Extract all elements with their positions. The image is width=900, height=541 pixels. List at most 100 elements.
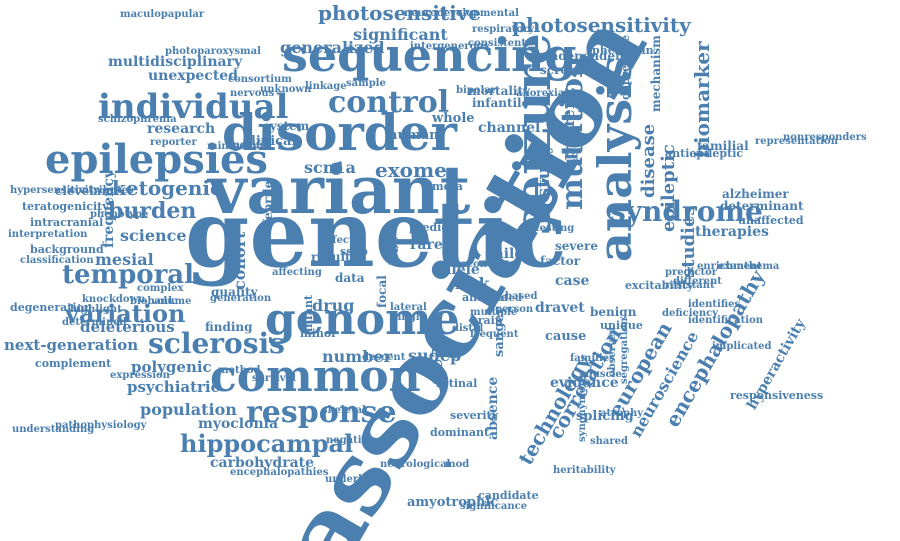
word-alzheimer: alzheimer [722,187,789,201]
word-excitability: excitability [625,279,694,292]
word-linkage: linkage [305,81,347,92]
word-resistant: resistant [665,280,715,291]
word-photosensitive: photosensitive [318,1,482,25]
word-population: population [140,400,237,419]
word-dominant: dominant [430,426,490,439]
word-synonymous: synonymous [577,373,588,442]
word-candidate: candidate [478,489,539,502]
word-phenotype: phenotype [90,209,149,220]
word-intergenerous: intergenerous [410,41,490,52]
word-affecting: affecting [272,267,322,278]
word-negative: negative [326,435,374,446]
word-underlying: underlying [325,474,386,485]
word-sample: sample [346,78,386,89]
word-survival: survival [252,373,296,384]
word-human: human [388,128,439,143]
word-implicated: implicated [712,341,772,352]
word-disease: disease [638,123,659,198]
word-severe: severe [555,239,598,253]
word-pathophysiology: pathophysiology [55,420,147,431]
word-carbohydrate: carbohydrate [210,455,315,471]
word-common: common [210,351,421,402]
word-responsiveness: responsiveness [730,389,824,402]
word-generalized: generalized [280,38,385,57]
word-significance: significance [460,501,528,512]
word-unknown: unknown [260,84,312,95]
word-determined: determined [62,317,127,328]
word-teratogenicity: teratogenicity [22,200,109,213]
word-sequencing: sequencing [282,28,577,82]
word-determinant: determinant [720,199,804,213]
word-risk: risk [455,274,490,293]
word-brain: brain [470,314,503,327]
word-system: system [263,119,310,133]
word-individual: individual [98,87,289,127]
word-person: person [495,304,534,315]
word-photosensitivity: photosensitivity [512,13,691,37]
word-child: child [485,246,525,262]
word-febrile: febrile [261,180,275,225]
word-variation: variation [65,299,186,328]
word-generation: generation [210,293,272,304]
word-identifies: identifies [688,299,741,310]
word-splicing: splicing [576,409,634,424]
word-scn1a: scn1a [304,158,356,177]
word-benign: benign [590,305,637,319]
word-atrophy: atrophy [600,408,644,419]
word-dravet: dravet [535,300,585,316]
word-consortium: consortium [228,74,292,85]
word-rare: rare [410,237,443,253]
word-distal: distal [452,323,484,334]
word-cohort: cohort [230,231,249,290]
word-absence: absence [485,376,501,440]
word-specific: specific [227,140,270,151]
word-ketogenic: ketogenic [112,176,223,200]
word-single: single [392,312,426,323]
word-identification: identification [688,315,764,326]
word-control: control [328,85,450,120]
word-multiple: multiple [470,307,518,318]
word-variant: variant [208,151,471,229]
word-focal: focal [375,275,389,308]
word-study: study [533,143,554,198]
word-psychiatric: psychiatric [127,378,220,396]
word-complement: complement [35,357,112,370]
word-therapies: therapies [695,224,769,240]
word-mesial: mesial [95,250,154,269]
word-based: based [505,291,538,302]
word-next-generation: next-generation [4,336,139,354]
word-interpretation: interpretation [8,229,88,240]
word-photoparoxysmal: photoparoxysmal [165,46,261,57]
word-lobe: lobe [387,236,401,265]
word-significant: significant [353,25,448,44]
word-familial: familial [697,139,749,153]
word-cause: cause [545,329,587,344]
word-science: science [120,226,187,245]
word-maculopapular: maculopapular [120,9,205,20]
word-data: data [335,271,365,285]
word-background: background [30,243,104,256]
word-segregation: segregation [619,317,630,384]
word-degeneration: degeneration [10,301,92,314]
word-representation: representation [755,136,838,147]
word-epilepsies: epilepsies [45,136,268,183]
word-analyse: analyse [462,291,509,304]
word-research: research [147,121,216,137]
word-evidence: evidence [550,375,619,391]
word-families: families [570,353,615,364]
word-schizophrenia: schizophrenia [98,114,177,125]
word-bipolar: bipolar [456,85,496,96]
word-channel: channel [478,120,541,136]
word-unique: unique [600,319,643,332]
word-result: result [311,250,351,264]
word-effect: effect [322,235,354,246]
word-factor: factor [540,254,581,268]
word-testing: testing [535,223,575,234]
word-encephalopathies: encephalopathies [230,467,329,478]
word-mod: mod [445,459,470,470]
word-genetic: genetic [185,180,567,288]
word-expression: expression [110,370,170,381]
word-deficiency: deficiency [662,308,719,319]
word-unaffected: unaffected [738,214,804,227]
word-enrichment: enrichment [697,261,762,272]
